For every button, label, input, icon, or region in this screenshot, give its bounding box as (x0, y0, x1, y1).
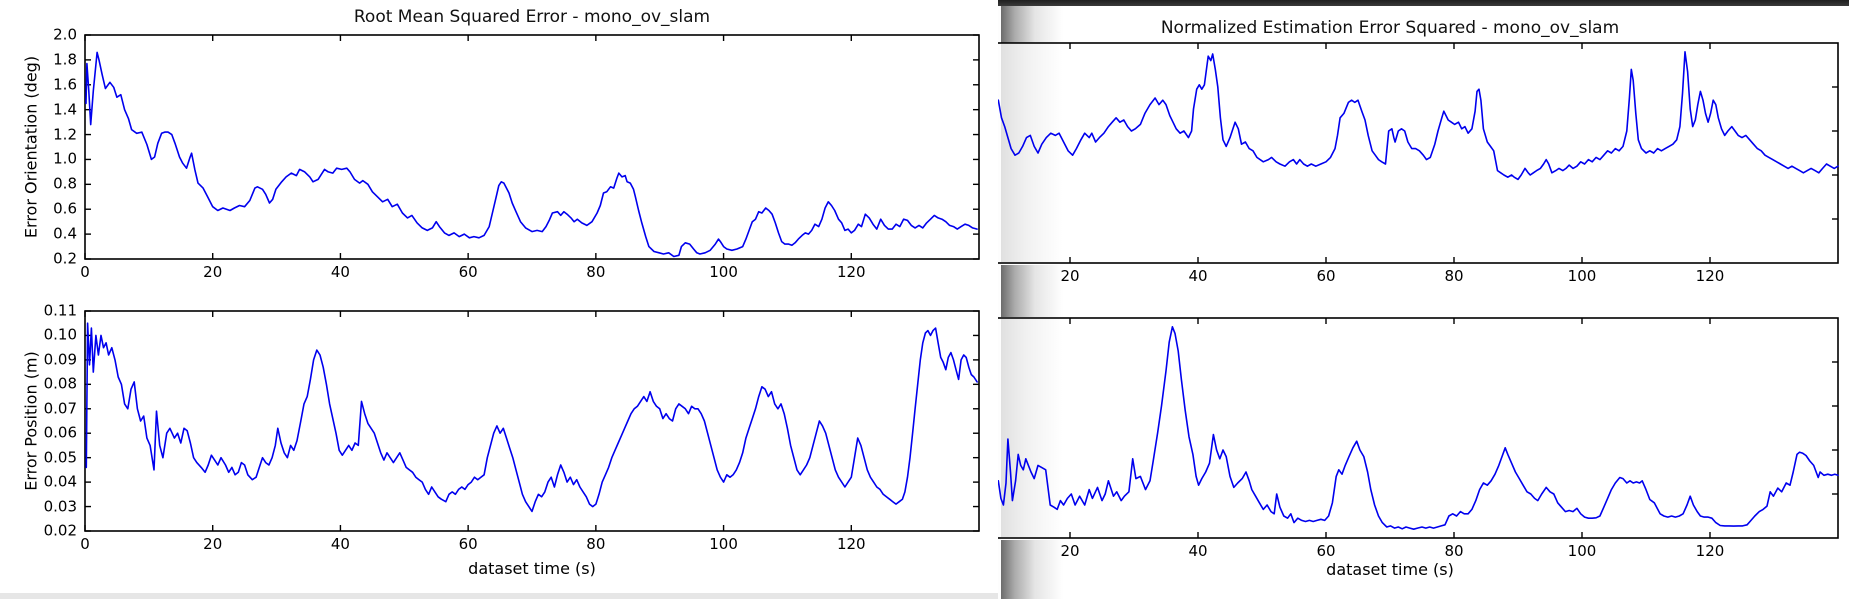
x-tick-label: 60 (1316, 267, 1336, 285)
y-tick-label: 0.07 (43, 399, 77, 418)
y-tick-label: 0.8 (53, 174, 77, 193)
y-tick-label: 1.4 (53, 100, 77, 119)
x-tick-label: 120 (836, 535, 866, 553)
x-tick-label: 80 (1444, 267, 1464, 285)
rmse-plot-canvas[interactable] (0, 0, 998, 599)
x-tick-label: 40 (330, 535, 350, 553)
x-tick-label: 60 (458, 263, 478, 281)
x-tick-label: 100 (709, 263, 738, 281)
x-axis-label-left: dataset time (s) (468, 559, 596, 578)
y-tick-label: 0.04 (43, 472, 77, 491)
figure-title-nees: Normalized Estimation Error Squared - mo… (1160, 18, 1620, 38)
y-tick-label: 1.2 (53, 125, 77, 144)
x-axis-label-right: dataset time (s) (1326, 560, 1454, 579)
x-tick-label: 20 (1060, 267, 1080, 285)
x-tick-label: 40 (330, 263, 350, 281)
x-tick-label: 80 (586, 535, 606, 553)
y-tick-label: 1.0 (53, 149, 77, 168)
x-tick-label: 120 (1695, 267, 1725, 285)
figure-window-rmse: Root Mean Squared Error - mono_ov_slam E… (0, 0, 998, 599)
y-tick-label: 0.05 (43, 448, 77, 467)
x-tick-label: 100 (1567, 542, 1597, 560)
x-tick-label: 60 (458, 535, 478, 553)
y-tick-label: 0.02 (43, 521, 77, 540)
y-tick-label: 0.10 (43, 325, 77, 344)
x-tick-label: 100 (1567, 267, 1597, 285)
y-tick-label: 0.6 (53, 199, 77, 218)
x-tick-label: 0 (80, 263, 90, 281)
y-tick-label: 1.6 (53, 75, 77, 94)
y-tick-label: 0.08 (43, 374, 77, 393)
nees-plot-canvas[interactable] (998, 0, 1849, 599)
y-tick-label: 2.0 (53, 25, 77, 44)
y-tick-label: 0.03 (43, 497, 77, 516)
y-tick-label: 0.09 (43, 350, 77, 369)
y-tick-label: 0.06 (43, 423, 77, 442)
x-tick-label: 20 (1060, 542, 1080, 560)
y-tick-label: 0.2 (53, 249, 77, 268)
x-tick-label: 40 (1188, 542, 1208, 560)
x-tick-label: 120 (836, 263, 866, 281)
x-tick-label: 100 (709, 535, 738, 553)
x-tick-label: 0 (80, 535, 90, 553)
x-tick-label: 80 (586, 263, 606, 281)
x-tick-label: 40 (1188, 267, 1208, 285)
x-tick-label: 60 (1316, 542, 1336, 560)
x-tick-label: 120 (1695, 542, 1725, 560)
y-tick-label: 0.4 (53, 224, 77, 243)
y-axis-label-error-position: Error Position (m) (21, 351, 41, 491)
figure-title-rmse: Root Mean Squared Error - mono_ov_slam (353, 7, 711, 27)
x-tick-label: 20 (203, 535, 223, 553)
y-tick-label: 1.8 (53, 50, 77, 69)
x-tick-label: 20 (203, 263, 223, 281)
y-axis-label-error-orientation: Error Orientation (deg) (21, 55, 41, 239)
y-tick-label: 0.11 (43, 301, 77, 320)
x-tick-label: 80 (1444, 542, 1464, 560)
figure-window-nees: Normalized Estimation Error Squared - mo… (998, 0, 1849, 599)
